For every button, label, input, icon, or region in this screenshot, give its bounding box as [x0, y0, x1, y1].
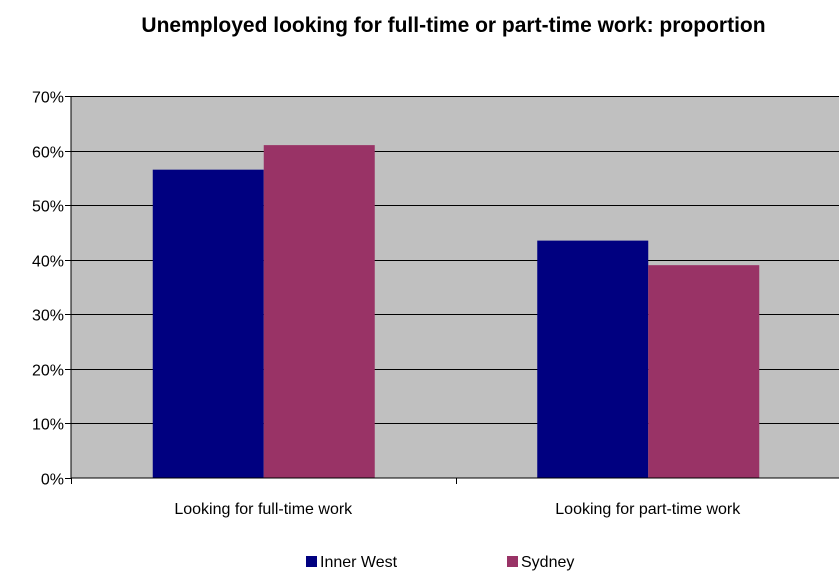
- bar-sydney-0: [263, 145, 375, 478]
- chart-title: Unemployed looking for full-time or part…: [141, 14, 766, 37]
- y-tick-label: 10%: [32, 417, 64, 434]
- y-tick-label: 70%: [32, 90, 64, 107]
- bar-inner-west-1: [537, 240, 649, 478]
- bars: [152, 145, 760, 478]
- legend-label: Inner West: [320, 554, 398, 571]
- legend-swatch: [306, 556, 317, 567]
- x-category-label: Looking for part-time work: [555, 501, 741, 518]
- legend-swatch: [507, 556, 518, 567]
- bar-inner-west-0: [152, 169, 264, 478]
- legend: Inner West Sydney: [306, 554, 574, 571]
- bar-sydney-1: [648, 265, 760, 478]
- y-tick-label: 0%: [41, 472, 64, 489]
- x-ticks: Looking for full-time work Looking for pa…: [71, 478, 741, 518]
- legend-label: Sydney: [521, 554, 574, 571]
- y-tick-label: 50%: [32, 199, 64, 216]
- y-ticks: 0% 10% 20% 30% 40% 50% 60% 70%: [32, 90, 71, 489]
- x-category-label: Looking for full-time work: [174, 501, 353, 518]
- y-tick-label: 40%: [32, 254, 64, 271]
- y-tick-label: 20%: [32, 363, 64, 380]
- y-tick-label: 30%: [32, 308, 64, 325]
- y-tick-label: 60%: [32, 145, 64, 162]
